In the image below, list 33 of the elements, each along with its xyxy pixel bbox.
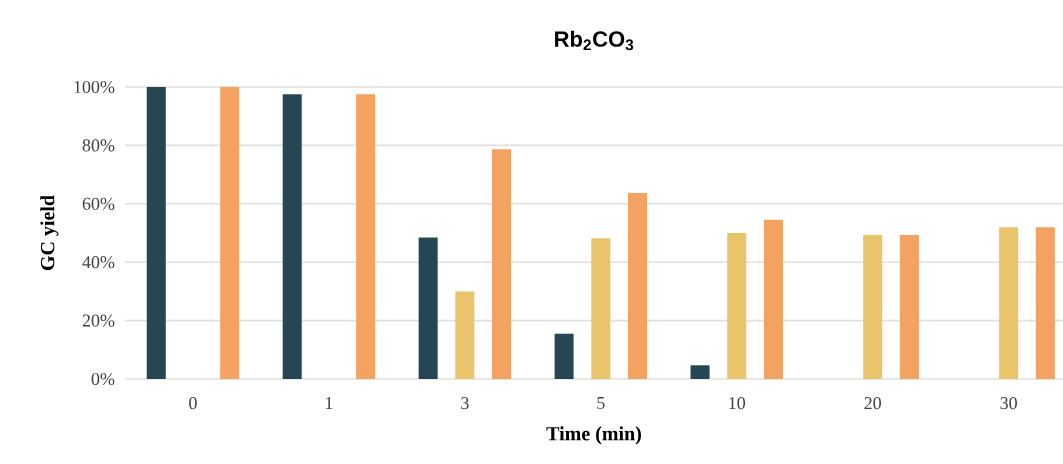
bar — [1035, 227, 1055, 379]
bar — [899, 235, 919, 379]
bar — [282, 94, 302, 379]
bar — [627, 193, 648, 379]
y-tick-label: 80% — [82, 139, 115, 152]
chart-title: Rb$_{2}$CO$_{3}$ — [555, 30, 634, 51]
x-axis-title: Time (min) — [546, 426, 641, 445]
bar — [727, 233, 747, 379]
x-tick-label: 10 — [729, 397, 746, 410]
bar — [554, 333, 574, 379]
y-tick-label: 100% — [74, 80, 115, 94]
bar — [356, 94, 376, 379]
bar — [146, 87, 166, 379]
x-tick-label: 0 — [189, 397, 197, 410]
bar — [591, 238, 611, 379]
bar — [220, 87, 240, 379]
bar — [492, 149, 512, 379]
x-tick-label: 1 — [326, 397, 333, 409]
y-tick-label: 40% — [82, 256, 115, 269]
y-axis-title: GC yield — [40, 195, 59, 271]
bar — [863, 235, 883, 379]
bar — [455, 291, 475, 379]
y-tick-label: 60% — [82, 197, 115, 210]
bar — [690, 365, 710, 379]
bar — [999, 227, 1019, 379]
x-tick-label: 5 — [597, 397, 605, 409]
x-tick-label: 30 — [1000, 397, 1017, 410]
x-tick-label: 20 — [864, 397, 882, 410]
y-tick-label: 0% — [91, 372, 115, 386]
y-tick-label: 20% — [82, 314, 115, 327]
x-tick-label: 3 — [461, 397, 469, 410]
bar — [763, 219, 783, 379]
bar — [418, 237, 438, 379]
